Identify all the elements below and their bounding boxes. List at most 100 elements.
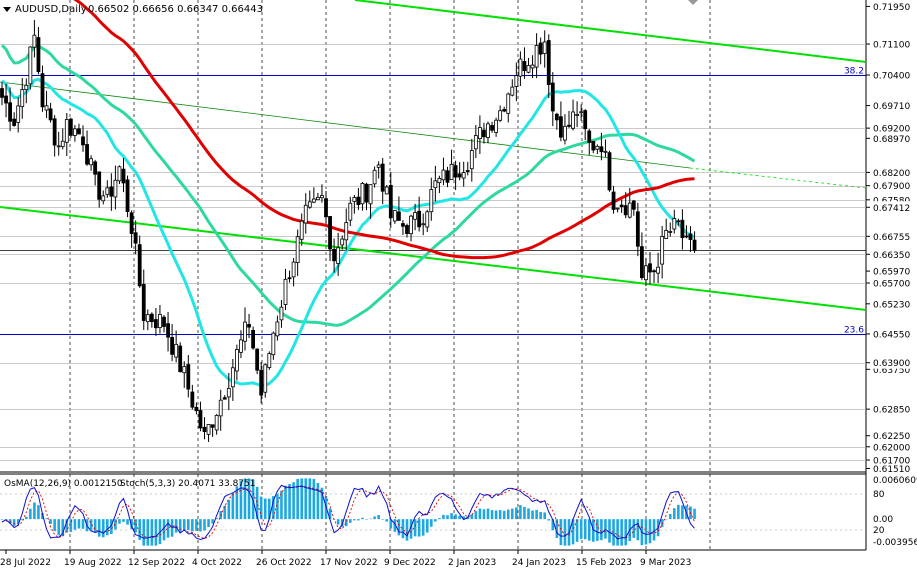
candle-up [299, 220, 304, 240]
candle-up [230, 367, 235, 388]
candle-up [311, 198, 316, 203]
candle-up [56, 145, 61, 148]
osma-bar [146, 519, 150, 546]
osma-bar [353, 519, 356, 521]
osma-bar [195, 519, 198, 531]
candle-up [283, 278, 288, 305]
osma-bar [93, 519, 97, 533]
price-tick-background [871, 166, 917, 179]
osma-bar [559, 519, 563, 546]
candle-down [567, 124, 571, 127]
candle-up [514, 75, 519, 87]
candle-down [465, 170, 470, 172]
osma-bar [531, 510, 534, 520]
osma-bar [336, 519, 340, 525]
osma-bar [49, 519, 52, 524]
price-tick-label: 0.69710 [873, 102, 910, 112]
lower-trendline [0, 206, 867, 311]
candle-down [538, 42, 543, 55]
candle-down [93, 161, 98, 175]
osma-bar [296, 478, 299, 520]
price-tick-label: 0.63750 [873, 366, 910, 376]
upper-trendline [354, 0, 867, 63]
stochastic-lines [0, 484, 866, 541]
osma-tick-label: 0.0060609 [873, 476, 917, 486]
candle-down [631, 200, 636, 210]
osma-bar [652, 519, 656, 541]
osma-bar [361, 517, 364, 520]
candle-up [603, 150, 608, 153]
candle-down [692, 239, 697, 251]
candle-down [623, 205, 628, 216]
osma-bar [259, 496, 263, 520]
osma-bar [97, 519, 101, 537]
osma-bar [178, 519, 182, 533]
osma-bar [45, 518, 48, 520]
candle-up [307, 201, 312, 208]
candle-up [352, 197, 357, 202]
collapse-arrow-icon[interactable] [3, 7, 11, 12]
candle-down [652, 270, 656, 273]
osma-bar [53, 519, 56, 532]
osma-bar [211, 519, 214, 524]
osma-bar [543, 512, 546, 520]
candle-down [8, 102, 13, 122]
candle-up [275, 321, 280, 337]
candle-down [125, 179, 130, 213]
candle-up [384, 186, 389, 195]
candle-up [368, 184, 373, 205]
candle-down [619, 204, 624, 208]
osma-bar [612, 519, 615, 546]
stoch-tick-label: 80 [873, 490, 885, 500]
osma-bar [12, 519, 16, 526]
candle-up [16, 105, 21, 123]
price-tick-label: 0.66755 [873, 233, 910, 243]
candle-up [433, 180, 438, 189]
osma-bar [693, 508, 696, 520]
date-tick-label: 15 Feb 2023 [576, 558, 632, 568]
osma-bar [255, 486, 259, 520]
candle-down [40, 73, 45, 108]
candle-up [518, 58, 523, 77]
osma-bar [304, 478, 308, 520]
osma-bar [490, 510, 494, 520]
candle-up [158, 314, 162, 328]
osma-bar [223, 505, 227, 520]
candle-up [429, 189, 434, 213]
candle-down [380, 163, 385, 192]
candle-down [129, 212, 134, 234]
candle-down [198, 410, 203, 429]
candle-up [315, 196, 320, 201]
candle-down [680, 219, 685, 238]
osma-bar [122, 519, 125, 522]
candle-down [68, 118, 73, 136]
osma-bar [596, 519, 599, 541]
osma-bar [199, 519, 202, 532]
osma-bar [478, 508, 482, 520]
osma-bar [519, 505, 522, 520]
candle-down [550, 82, 555, 112]
osma-bar [0, 519, 4, 520]
osma-bar [41, 513, 44, 520]
osma-bar [511, 508, 514, 520]
candle-up [348, 202, 353, 221]
candle-down [554, 113, 559, 121]
osma-bar [276, 493, 279, 520]
candle-up [89, 158, 93, 166]
price-axis: 0.71950 0.71100 0.70400 0.69710 0.692000.689… [866, 3, 917, 548]
price-tick-background [871, 403, 917, 416]
price-tick-background [871, 122, 917, 135]
candle-down [607, 152, 612, 191]
candle-up [336, 247, 341, 264]
candle-up [28, 46, 33, 85]
osma-bar [101, 519, 105, 538]
candle-up [575, 113, 579, 116]
osma-bar [515, 507, 518, 520]
osma-tick-label: -0.003956 [873, 538, 917, 548]
scroll-marker-icon[interactable] [688, 0, 698, 5]
stoch-label: Stoch(5,3,3) 20.4071 33.8751 [120, 479, 255, 489]
candle-up [234, 349, 239, 372]
ma-red-line [73, 0, 695, 260]
candle-up [595, 145, 600, 150]
osma-bar [191, 519, 194, 532]
